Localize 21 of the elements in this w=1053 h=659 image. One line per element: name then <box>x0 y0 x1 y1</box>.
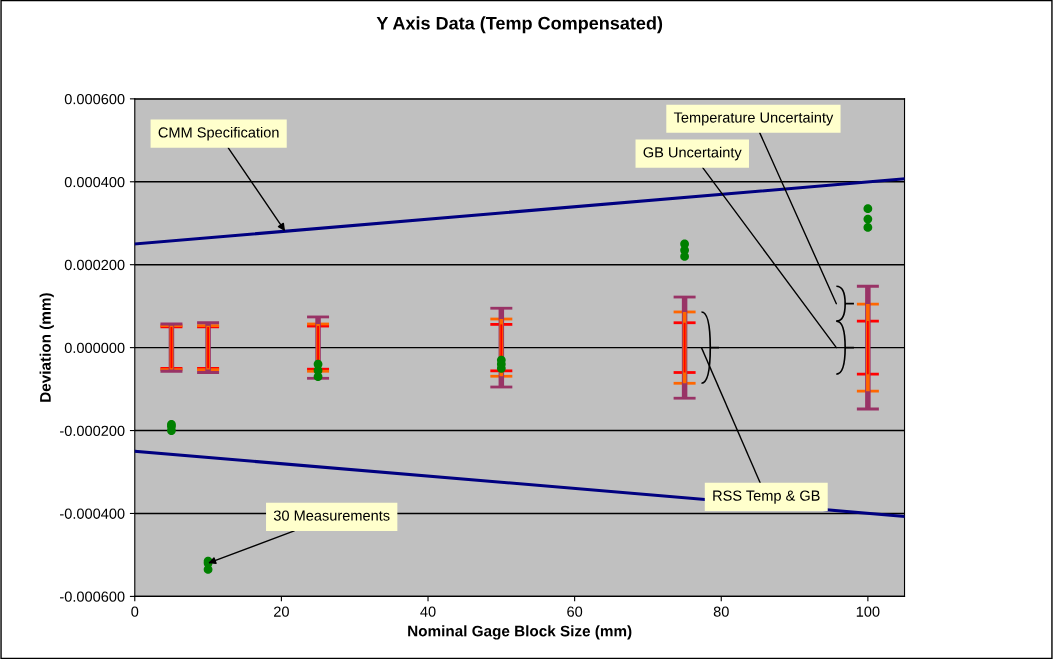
chart-title: Y Axis Data (Temp Compensated) <box>376 16 663 34</box>
y-tick-label: 0.000000 <box>64 342 125 354</box>
x-tick-label: 40 <box>420 606 436 617</box>
y-tick-label: 0.000400 <box>64 176 125 188</box>
x-tick-label: 80 <box>713 606 729 617</box>
x-tick-label: 100 <box>856 606 880 617</box>
annotation: 30 Measurements <box>273 510 390 521</box>
annotation: GB Uncertainty <box>643 146 742 161</box>
x-tick-label: 0 <box>131 606 139 617</box>
x-tick-label: 60 <box>567 606 583 617</box>
y-tick-label: -0.000200 <box>60 425 125 436</box>
y-tick-label: 0.000600 <box>64 93 125 105</box>
x-tick-label: 20 <box>274 606 289 617</box>
annotation: RSS Temp & GB <box>713 490 820 504</box>
y-axis-title: Deviation (mm) <box>39 293 54 402</box>
y-tick-label: -0.000400 <box>60 508 125 519</box>
y-tick-label: 0.000200 <box>64 259 125 271</box>
annotation: Temperature Uncertainty <box>673 111 834 126</box>
y-tick-label: -0.000600 <box>60 591 125 602</box>
x-axis-title: Nominal Gage Block Size (mm) <box>408 625 632 640</box>
annotation: CMM Specification <box>158 126 279 141</box>
